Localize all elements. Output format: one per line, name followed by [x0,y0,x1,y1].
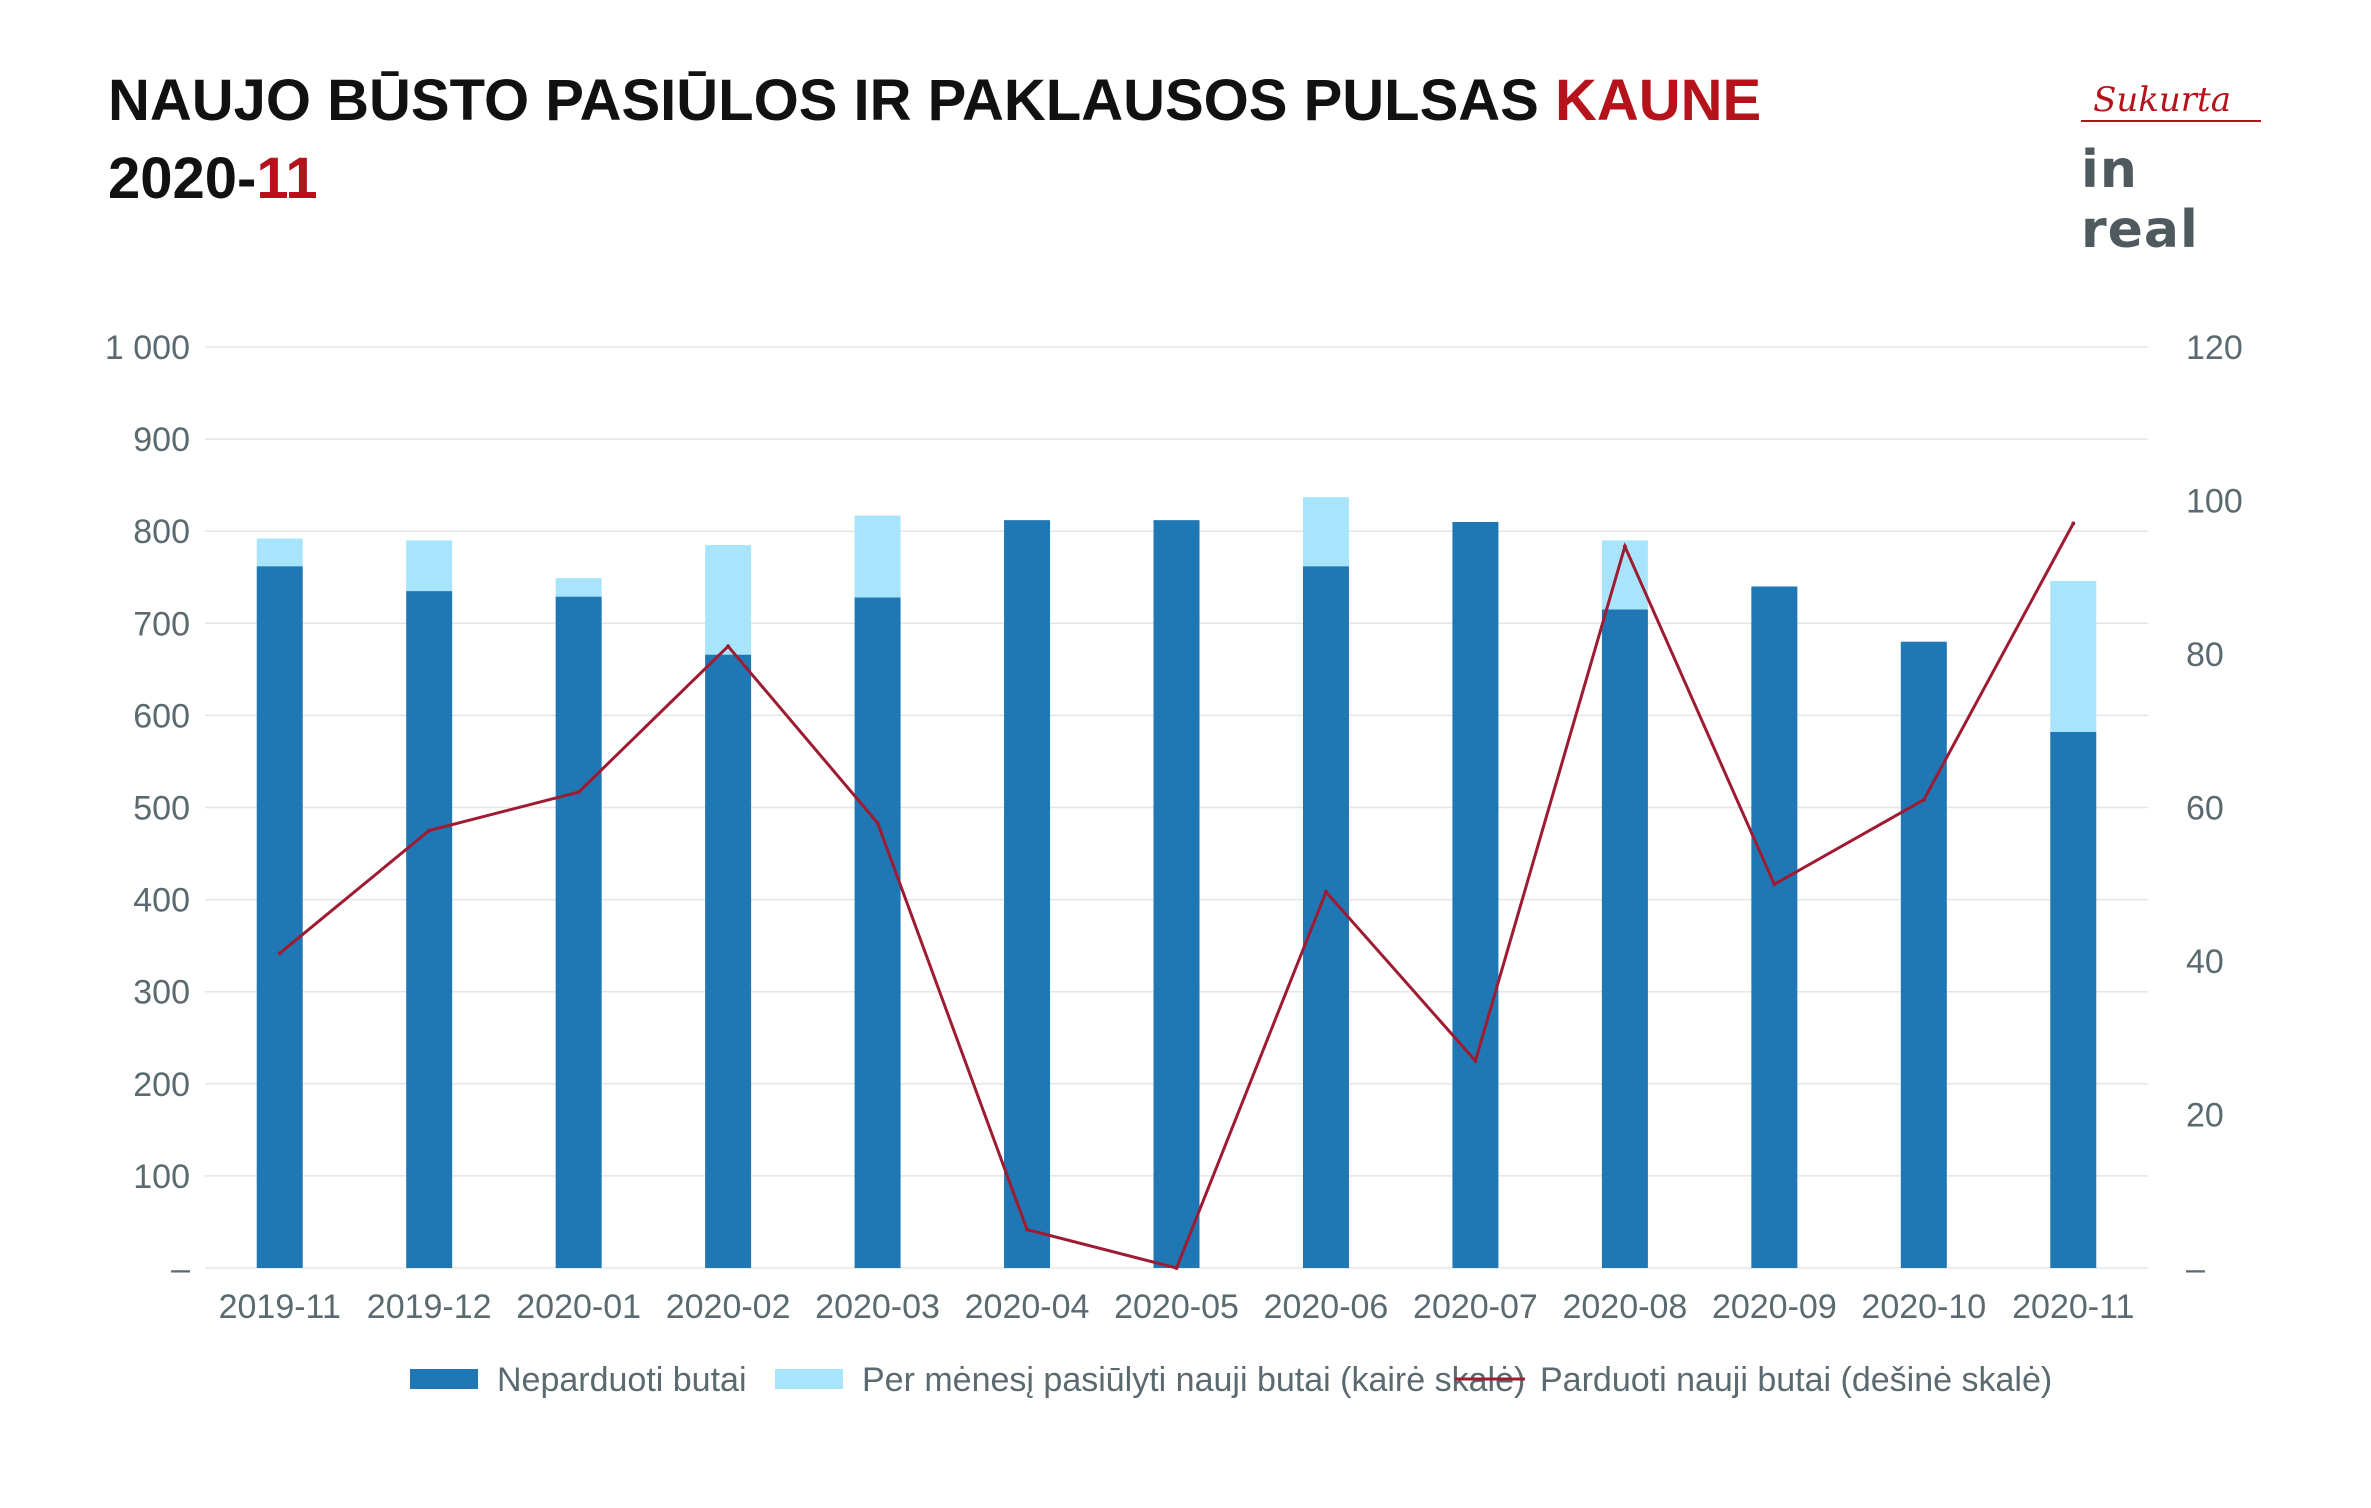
legend-label-sold: Parduoti nauji butai (dešinė skalė) [1540,1361,2052,1399]
bar-unsold [1004,520,1051,1268]
left-axis: – 100 200 300 400 500 600 700 800 900 1 000 [105,329,190,1288]
bar-offered [2050,580,2097,732]
left-tick-label: 700 [133,605,190,643]
x-tick-label: 2020-03 [815,1288,940,1326]
x-tick-label: 2020-02 [666,1288,791,1326]
legend-swatch-unsold [410,1369,478,1389]
left-tick-label: 200 [133,1066,190,1104]
logo-tagline: Sukurta [2093,80,2231,120]
sold-point [427,828,432,833]
bar-offered [555,578,602,597]
bars [256,497,2097,1268]
x-tick-label: 2020-07 [1413,1288,1538,1326]
sold-point [2071,521,2076,526]
bar-unsold [1452,521,1499,1268]
sold-point [1473,1058,1478,1063]
title-date-month: 11 [256,146,318,211]
sold-line [277,521,2076,1270]
x-tick-label: 2019-11 [219,1288,341,1326]
sold-point [1622,544,1627,549]
right-tick-label: 120 [2186,329,2243,367]
legend: Neparduoti butai Per mėnesį pasiūlyti nau… [410,1361,2052,1399]
sold-point [1323,889,1328,894]
sold-point [1174,1266,1179,1270]
logo-underline [2081,120,2261,122]
left-tick-label: 400 [133,882,190,920]
x-tick-label: 2020-08 [1562,1288,1687,1326]
bar-unsold [1302,566,1349,1268]
bar-unsold [406,591,453,1268]
bar-unsold [1751,586,1798,1268]
left-tick-label: – [171,1250,190,1288]
sold-point [1772,882,1777,887]
title-main: NAUJO BŪSTO PASIŪLOS IR PAKLAUSOS PULSAS… [108,68,1761,133]
right-tick-label: 100 [2186,483,2243,521]
legend-label-unsold: Neparduoti butai [497,1361,747,1399]
left-tick-label: 500 [133,790,190,828]
title-date: 2020-11 [108,146,318,211]
bar-unsold [1900,641,1947,1268]
x-axis: 2019-11 2019-12 2020-01 2020-02 2020-03 2020-… [219,1288,2135,1326]
left-tick-label: 1 000 [105,329,190,367]
chart-title: NAUJO BŪSTO PASIŪLOS IR PAKLAUSOS PULSAS… [108,62,1761,218]
left-tick-label: 800 [133,513,190,551]
left-tick-label: 600 [133,697,190,735]
bar-offered [1302,497,1349,567]
x-tick-label: 2020-01 [516,1288,641,1326]
bar-unsold [2050,731,2097,1268]
x-tick-label: 2020-11 [2012,1288,2134,1326]
bar-offered [256,538,303,567]
title-city: KAUNE [1554,68,1762,133]
x-tick-label: 2020-10 [1861,1288,1986,1326]
sold-point [875,820,880,825]
x-tick-label: 2019-12 [367,1288,492,1326]
left-tick-label: 100 [133,1158,190,1196]
legend-label-offered: Per mėnesį pasiūlyti nauji butai (kairė … [862,1361,1525,1399]
right-tick-label: 80 [2186,636,2224,674]
x-tick-label: 2020-06 [1264,1288,1389,1326]
right-tick-label: 20 [2186,1097,2224,1135]
bar-offered [406,540,453,592]
bar-unsold [705,654,752,1268]
right-tick-label: 40 [2186,943,2224,981]
bar-unsold [1153,520,1200,1268]
sold-point [726,644,731,649]
sold-point [1921,797,1926,802]
sold-point [576,790,581,795]
right-tick-label: 60 [2186,790,2224,828]
x-tick-label: 2020-05 [1114,1288,1239,1326]
logo-brand: in real [2081,140,2199,260]
title-prefix: NAUJO BŪSTO PASIŪLOS IR PAKLAUSOS PULSAS [108,68,1555,133]
inreal-logo: Sukurta in real [2081,80,2261,260]
bar-unsold [1601,609,1648,1268]
legend-swatch-offered [775,1369,843,1389]
bar-unsold [555,596,602,1268]
bar-unsold [854,597,901,1268]
x-tick-label: 2020-04 [965,1288,1090,1326]
sold-point [277,951,282,956]
right-tick-label: – [2186,1250,2205,1288]
bar-offered [854,515,901,598]
sold-point [1025,1227,1030,1232]
bar-unsold [256,566,303,1268]
title-date-year: 2020- [108,146,257,211]
left-tick-label: 300 [133,974,190,1012]
right-axis: – 20 40 60 80 100 120 [2186,329,2243,1288]
bar-offered [705,545,752,655]
x-tick-label: 2020-09 [1712,1288,1837,1326]
left-tick-label: 900 [133,421,190,459]
